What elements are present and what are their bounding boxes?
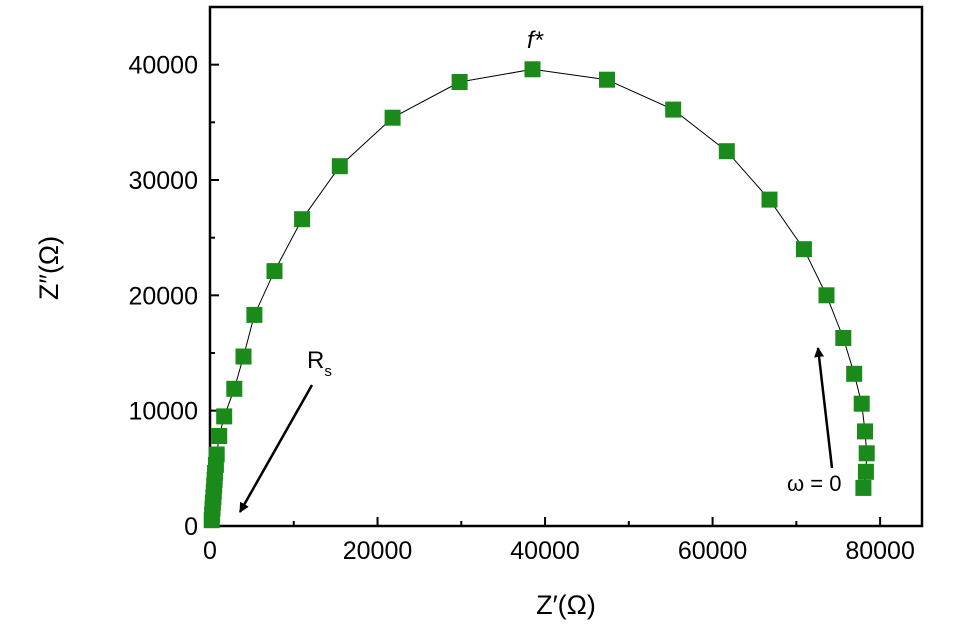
y-tick-label: 0 bbox=[184, 513, 198, 541]
data-point bbox=[835, 330, 852, 346]
data-point bbox=[858, 445, 875, 462]
data-point bbox=[795, 241, 812, 258]
y-tick-label: 40000 bbox=[128, 52, 198, 80]
data-point bbox=[294, 211, 311, 228]
annotation-fstar-text: f* bbox=[527, 27, 544, 54]
data-point bbox=[246, 306, 263, 323]
data-point bbox=[451, 74, 468, 90]
data-point bbox=[599, 71, 615, 88]
data-point bbox=[665, 101, 682, 118]
annotation-fstar: f* bbox=[527, 27, 544, 54]
annotation-rs-arrow bbox=[238, 384, 314, 513]
x-tick-label: 20000 bbox=[343, 537, 413, 565]
plot-frame bbox=[208, 5, 924, 528]
data-point bbox=[384, 109, 401, 126]
data-markers bbox=[203, 61, 875, 529]
y-axis-title: Z″(Ω) bbox=[34, 236, 64, 300]
x-tick-label: 0 bbox=[203, 537, 217, 565]
y-tick-label: 20000 bbox=[128, 282, 198, 310]
x-axis-ticks: 0 20000 40000 60000 80000 bbox=[203, 517, 915, 565]
y-tick-label: 10000 bbox=[128, 398, 198, 426]
x-tick-label: 40000 bbox=[510, 537, 580, 565]
x-tick-label: 60000 bbox=[678, 537, 748, 565]
series-connecting-line bbox=[211, 68, 868, 521]
data-point bbox=[761, 191, 778, 208]
data-point bbox=[855, 479, 872, 496]
data-point bbox=[857, 423, 873, 440]
data-point bbox=[718, 143, 735, 160]
data-point bbox=[331, 158, 348, 175]
data-point bbox=[235, 348, 252, 365]
data-point bbox=[857, 463, 874, 480]
x-tick-label: 80000 bbox=[845, 537, 915, 565]
annotation-omega-arrow bbox=[814, 347, 834, 469]
data-point bbox=[846, 365, 863, 382]
annotation-rs: Rs bbox=[307, 347, 332, 380]
y-tick-label: 30000 bbox=[128, 167, 198, 195]
x-axis-title: Z′(Ω) bbox=[536, 590, 596, 620]
data-point bbox=[211, 428, 228, 444]
annotation-rs-sub: s bbox=[324, 363, 332, 380]
data-point bbox=[524, 61, 541, 78]
data-point bbox=[853, 395, 870, 412]
data-point bbox=[818, 287, 835, 304]
annotation-rs-main: R bbox=[307, 347, 324, 374]
data-point bbox=[226, 380, 243, 397]
data-point bbox=[208, 446, 225, 463]
y-axis-ticks: 0 10000 20000 30000 40000 bbox=[128, 52, 219, 541]
data-point bbox=[216, 408, 233, 425]
annotation-omega: ω = 0 bbox=[787, 471, 841, 496]
data-point bbox=[266, 263, 283, 280]
